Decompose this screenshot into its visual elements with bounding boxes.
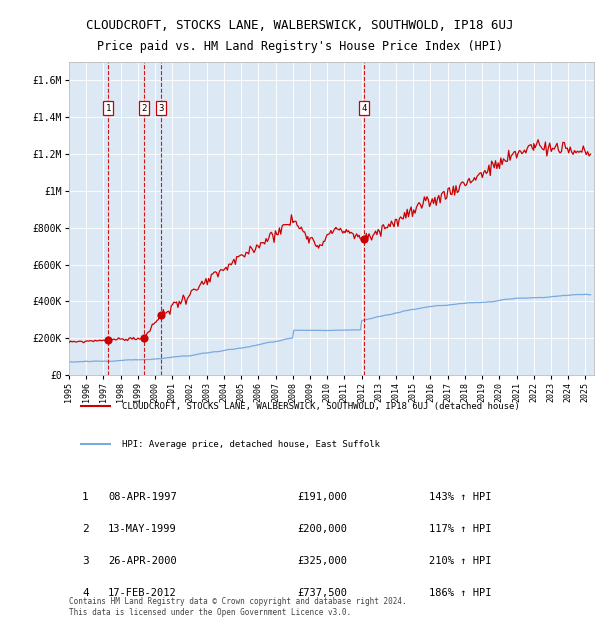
Text: 2: 2 — [142, 104, 147, 113]
Point — [103, 335, 113, 345]
Text: 1: 1 — [82, 492, 89, 502]
Text: 3: 3 — [158, 104, 163, 113]
Text: 186% ↑ HPI: 186% ↑ HPI — [429, 588, 491, 598]
Text: 4: 4 — [82, 588, 89, 598]
Text: 143% ↑ HPI: 143% ↑ HPI — [429, 492, 491, 502]
Text: £200,000: £200,000 — [297, 524, 347, 534]
Text: HPI: Average price, detached house, East Suffolk: HPI: Average price, detached house, East… — [121, 440, 380, 449]
Text: 3: 3 — [82, 556, 89, 566]
Text: 08-APR-1997: 08-APR-1997 — [108, 492, 177, 502]
Text: Contains HM Land Registry data © Crown copyright and database right 2024.
This d: Contains HM Land Registry data © Crown c… — [69, 598, 407, 617]
Point — [139, 334, 149, 343]
Text: 210% ↑ HPI: 210% ↑ HPI — [429, 556, 491, 566]
Text: £191,000: £191,000 — [297, 492, 347, 502]
Text: CLOUDCROFT, STOCKS LANE, WALBERSWICK, SOUTHWOLD, IP18 6UJ: CLOUDCROFT, STOCKS LANE, WALBERSWICK, SO… — [86, 19, 514, 32]
Text: 17-FEB-2012: 17-FEB-2012 — [108, 588, 177, 598]
Text: CLOUDCROFT, STOCKS LANE, WALBERSWICK, SOUTHWOLD, IP18 6UJ (detached house): CLOUDCROFT, STOCKS LANE, WALBERSWICK, SO… — [121, 402, 519, 411]
Text: 4: 4 — [361, 104, 367, 113]
Text: 2: 2 — [82, 524, 89, 534]
Point — [359, 234, 368, 244]
Text: 13-MAY-1999: 13-MAY-1999 — [108, 524, 177, 534]
Text: 1: 1 — [106, 104, 111, 113]
Text: £325,000: £325,000 — [297, 556, 347, 566]
Text: 26-APR-2000: 26-APR-2000 — [108, 556, 177, 566]
Text: Price paid vs. HM Land Registry's House Price Index (HPI): Price paid vs. HM Land Registry's House … — [97, 40, 503, 53]
Text: £737,500: £737,500 — [297, 588, 347, 598]
Point — [156, 310, 166, 320]
Text: 117% ↑ HPI: 117% ↑ HPI — [429, 524, 491, 534]
